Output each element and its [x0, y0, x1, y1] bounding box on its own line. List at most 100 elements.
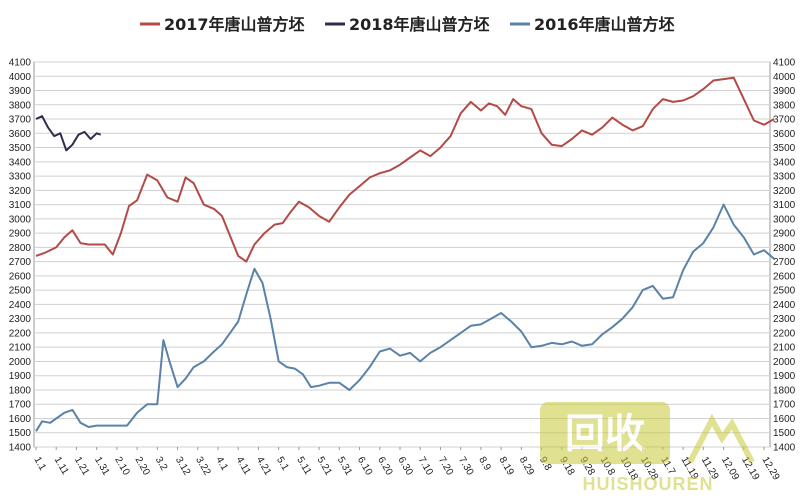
legend-label: 2018年唐山普方坯: [349, 15, 490, 34]
x-tick-label: 3.12: [173, 455, 192, 478]
y-tick-label-left: 1500: [9, 428, 32, 439]
x-tick-label: 12.09: [719, 455, 741, 483]
gridlines: [33, 61, 771, 448]
y-tick-label-left: 3000: [9, 214, 32, 225]
y-tick-label-left: 1600: [9, 414, 32, 425]
y-tick-label-right: 1800: [773, 385, 796, 396]
y-tick-label-left: 2500: [9, 286, 32, 297]
y-tick-label-left: 2900: [9, 229, 32, 240]
y-tick-label-right: 4000: [773, 72, 796, 83]
y-tick-label-left: 2100: [9, 343, 32, 354]
x-tick-label: 1.31: [92, 455, 111, 478]
y-tick-label-right: 4100: [773, 58, 796, 69]
x-tick-label: 1.21: [72, 455, 91, 478]
y-tick-label-right: 3300: [773, 172, 796, 183]
y-tick-label-right: 3700: [773, 115, 796, 126]
y-tick-label-right: 2100: [773, 343, 796, 354]
y-tick-label-left: 2700: [9, 257, 32, 268]
x-tick-label: 2.10: [112, 455, 131, 478]
y-tick-label-right: 3200: [773, 186, 796, 197]
y-tick-label-right: 2400: [773, 300, 796, 311]
y-tick-label-right: 2200: [773, 328, 796, 339]
y-tick-label-left: 3500: [9, 143, 32, 154]
y-tick-label-left: 1900: [9, 371, 32, 382]
x-tick-label: 12.29: [759, 455, 781, 483]
watermark: 回收 HUISHOUREN: [540, 402, 755, 494]
y-tick-label-left: 3100: [9, 200, 32, 211]
x-tick-label: 3.22: [193, 455, 212, 478]
y-tick-label-left: 2400: [9, 300, 32, 311]
y-tick-label-right: 2700: [773, 257, 796, 268]
y-tick-label-right: 2800: [773, 243, 796, 254]
y-axis-right: 1400 1500 1600 1700 1800 1900 2000 2100 2200 2300…: [773, 58, 796, 454]
x-tick-label: 4.11: [234, 455, 253, 477]
y-tick-label-left: 2300: [9, 314, 32, 325]
x-tick-label: 4.21: [254, 455, 273, 478]
legend: 2017年唐山普方坯 2018年唐山普方坯 2016年唐山普方坯: [140, 15, 675, 34]
series-line-1: [35, 115, 102, 152]
watermark-mountain-icon: [687, 413, 755, 464]
x-tick-label: 8.29: [517, 455, 536, 478]
x-tick-label: 3.2: [153, 455, 170, 473]
y-tick-label-left: 3300: [9, 172, 32, 183]
y-tick-label-right: 1900: [773, 371, 796, 382]
watermark-badge: [540, 402, 670, 464]
y-tick-label-left: 3900: [9, 86, 32, 97]
watermark-latin: HUISHOUREN: [582, 474, 713, 494]
y-tick-label-left: 3600: [9, 129, 32, 140]
y-tick-label-left: 1700: [9, 400, 32, 411]
x-tick-label: 5.21: [315, 455, 334, 478]
y-tick-label-left: 2200: [9, 328, 32, 339]
x-tick-label: 4.1: [213, 455, 230, 473]
legend-label: 2017年唐山普方坯: [164, 15, 305, 34]
y-tick-label-left: 3800: [9, 100, 32, 111]
y-tick-label-left: 1800: [9, 385, 32, 396]
series-line-2: [35, 203, 775, 432]
y-tick-label-right: 2500: [773, 286, 796, 297]
y-tick-label-left: 3700: [9, 115, 32, 126]
y-tick-label-left: 2600: [9, 271, 32, 282]
y-tick-label-right: 2600: [773, 271, 796, 282]
x-tick-label: 8.9: [476, 455, 493, 473]
x-tick-label: 7.30: [456, 455, 475, 478]
y-tick-label-right: 1500: [773, 428, 796, 439]
y-tick-label-left: 2800: [9, 243, 32, 254]
y-tick-label-right: 2000: [773, 357, 796, 368]
x-tick-label: 7.10: [416, 455, 435, 478]
x-tick-label: 5.11: [294, 455, 313, 477]
series-line-0: [35, 76, 775, 263]
y-tick-label-right: 3500: [773, 143, 796, 154]
watermark-chinese: 回收: [565, 412, 645, 456]
y-tick-label-right: 3900: [773, 86, 796, 97]
x-tick-label: 2.20: [133, 455, 152, 478]
y-tick-label-right: 2900: [773, 229, 796, 240]
legend-label: 2016年唐山普方坯: [534, 15, 675, 34]
plot-border: [33, 61, 771, 448]
y-tick-label-right: 2300: [773, 314, 796, 325]
y-tick-label-right: 3000: [773, 214, 796, 225]
x-tick-label: 1.11: [52, 455, 71, 477]
y-tick-label-left: 4100: [9, 58, 32, 69]
y-tick-label-right: 3800: [773, 100, 796, 111]
y-tick-label-left: 1400: [9, 443, 32, 454]
x-tick-label: 7.20: [436, 455, 455, 478]
y-tick-label-right: 1600: [773, 414, 796, 425]
y-tick-label-left: 2000: [9, 357, 32, 368]
y-tick-label-right: 3400: [773, 157, 796, 168]
x-tick-label: 6.30: [395, 455, 414, 478]
series-layer: [35, 76, 775, 432]
x-tick-label: 8.19: [497, 455, 516, 478]
x-tick-label: 1.1: [31, 455, 48, 473]
x-tick-label: 6.10: [355, 455, 374, 478]
y-tick-label-left: 3400: [9, 157, 32, 168]
y-tick-label-left: 3200: [9, 186, 32, 197]
y-tick-label-right: 1700: [773, 400, 796, 411]
y-tick-label-left: 4000: [9, 72, 32, 83]
x-tick-label: 5.31: [335, 455, 354, 478]
x-tick-label: 6.20: [375, 455, 394, 478]
y-tick-label-right: 3100: [773, 200, 796, 211]
y-tick-label-right: 3600: [773, 129, 796, 140]
y-tick-label-right: 1400: [773, 443, 796, 454]
x-tick-label: 5.1: [274, 455, 291, 473]
